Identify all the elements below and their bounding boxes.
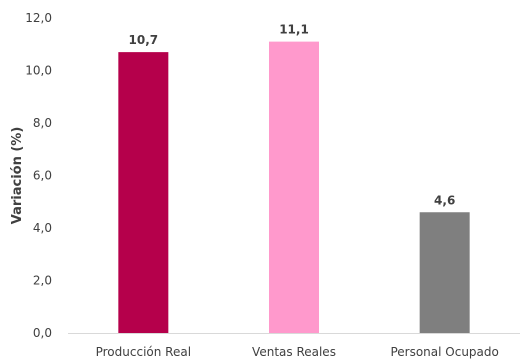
- x-tick-label: Personal Ocupado: [390, 345, 498, 359]
- bar-2: [269, 41, 319, 333]
- y-axis-ticks: 0,0 2,0 4,0 6,0 8,0 10,0 12,0: [25, 11, 52, 340]
- y-tick-label: 8,0: [33, 116, 52, 130]
- data-label: 4,6: [434, 193, 455, 207]
- data-labels-group: 10,7 11,1 4,6: [129, 23, 456, 208]
- y-tick-label: 12,0: [25, 11, 52, 25]
- y-tick-label: 6,0: [33, 169, 52, 183]
- y-tick-label: 2,0: [33, 274, 52, 288]
- bar-3: [419, 212, 470, 333]
- x-axis-labels: Producción Real Ventas Reales Personal Ocu…: [96, 345, 499, 359]
- data-label: 10,7: [129, 33, 159, 47]
- data-label: 11,1: [279, 23, 309, 37]
- bar-1: [118, 52, 169, 333]
- x-tick-label: Ventas Reales: [252, 345, 336, 359]
- x-tick-label: Producción Real: [96, 345, 191, 359]
- y-tick-label: 0,0: [33, 326, 52, 340]
- y-tick-label: 4,0: [33, 221, 52, 235]
- y-axis-title: Variación (%): [10, 127, 25, 225]
- y-tick-label: 10,0: [25, 64, 52, 78]
- bars-group: [118, 41, 470, 333]
